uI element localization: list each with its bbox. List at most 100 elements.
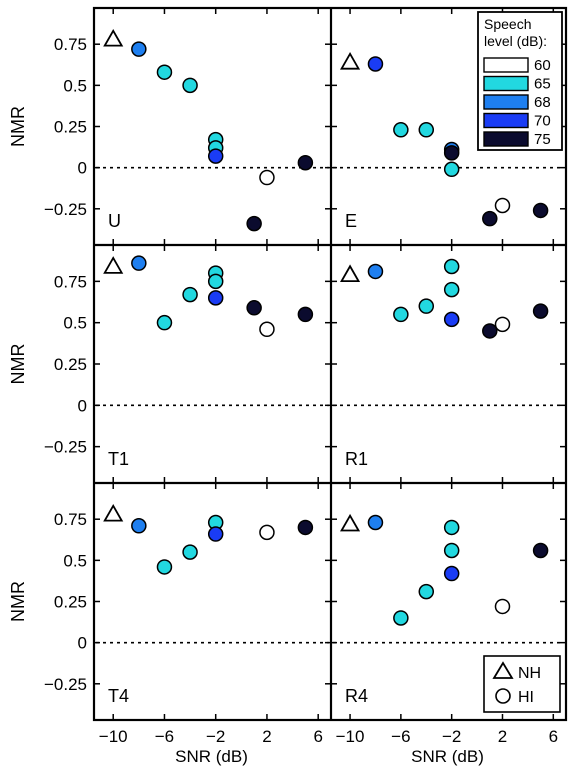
- x-tick-label: 6: [313, 727, 322, 746]
- y-tick-label: 0.75: [54, 510, 87, 529]
- group-legend-label: NH: [518, 665, 541, 682]
- hi-point: [156, 64, 173, 80]
- hi-point: [393, 122, 409, 138]
- hi-point: [297, 154, 314, 171]
- hi-point: [443, 258, 460, 275]
- hi-point: [443, 542, 460, 559]
- hi-legend-marker: [495, 688, 511, 704]
- y-tick-label: 0: [78, 396, 87, 415]
- panel-label-u: U: [108, 211, 121, 231]
- level-legend-swatch: [483, 75, 529, 92]
- hi-point: [443, 145, 460, 161]
- level-legend-label: 65: [534, 76, 551, 93]
- hi-point: [418, 122, 435, 138]
- hi-point: [443, 161, 460, 178]
- hi-point: [207, 148, 224, 164]
- hi-point: [131, 518, 147, 534]
- panel-label-r4: R4: [345, 686, 368, 706]
- level-legend-label: 75: [534, 131, 551, 148]
- y-tick-label: 0.75: [54, 35, 87, 54]
- x-tick-label: −2: [206, 727, 225, 746]
- hi-point: [207, 273, 224, 290]
- level-legend-label: 60: [534, 57, 551, 74]
- nh-legend-marker: [492, 661, 514, 679]
- hi-point: [207, 290, 224, 306]
- hi-point: [246, 300, 262, 316]
- x-tick-label: 2: [498, 727, 507, 746]
- hi-point: [182, 286, 198, 303]
- x-tick-label: 6: [549, 727, 558, 746]
- hi-point: [131, 41, 147, 57]
- hi-point: [259, 524, 275, 541]
- hi-point: [367, 263, 384, 280]
- y-tick-label: 0.75: [54, 272, 87, 291]
- y-tick-label: −0.25: [44, 438, 87, 457]
- y-tick-label: 0.25: [54, 118, 87, 137]
- y-tick-label: −0.25: [44, 200, 87, 219]
- hi-point: [532, 303, 549, 319]
- x-tick-label: −6: [155, 727, 174, 746]
- hi-point: [482, 210, 498, 227]
- y-tick-label: 0.5: [63, 314, 87, 333]
- hi-point: [482, 323, 498, 339]
- nh-point: [103, 256, 124, 274]
- hi-point: [443, 311, 460, 328]
- x-tick-label: −10: [336, 727, 365, 746]
- level-legend-label: 68: [534, 94, 551, 111]
- hi-point: [246, 215, 262, 232]
- hi-point: [367, 514, 384, 531]
- hi-point: [532, 202, 549, 219]
- nh-point: [340, 513, 361, 532]
- hi-point: [297, 519, 314, 536]
- hi-point: [443, 281, 460, 298]
- level-legend-swatch: [483, 57, 529, 73]
- nh-point: [103, 28, 124, 47]
- x-tick-label: −6: [391, 727, 410, 746]
- x-tick-label: 2: [262, 727, 271, 746]
- level-legend-swatch: [483, 112, 529, 129]
- hi-point: [259, 321, 275, 338]
- hi-point: [393, 306, 409, 323]
- y-tick-label: 0.25: [54, 593, 87, 612]
- hi-point: [494, 316, 511, 333]
- hi-point: [182, 77, 198, 94]
- panel-label-t1: T1: [108, 449, 129, 469]
- y-axis-label: NMR: [8, 344, 28, 385]
- hi-point: [494, 197, 511, 214]
- hi-point: [393, 610, 409, 626]
- level-legend-title: Speech: [484, 16, 531, 32]
- y-axis-label: NMR: [8, 581, 28, 622]
- hi-point: [418, 583, 435, 600]
- x-axis-label: SNR (dB): [411, 747, 484, 766]
- nh-point: [340, 264, 361, 283]
- x-axis-label: SNR (dB): [175, 747, 248, 766]
- nh-point: [103, 503, 124, 522]
- level-legend-swatch: [483, 94, 529, 110]
- hi-point: [182, 544, 198, 560]
- group-legend-label: HI: [518, 689, 534, 706]
- hi-point: [418, 298, 435, 314]
- y-tick-label: 0.25: [54, 355, 87, 374]
- hi-point: [532, 542, 549, 559]
- panel-label-r1: R1: [345, 449, 368, 469]
- hi-point: [156, 314, 173, 331]
- group-legend-box: [483, 655, 561, 713]
- panel-label-e: E: [345, 211, 357, 231]
- hi-point: [297, 306, 314, 323]
- nh-point: [340, 51, 361, 70]
- y-tick-label: 0.5: [63, 76, 87, 95]
- hi-point: [259, 169, 275, 186]
- hi-point: [367, 56, 384, 72]
- hi-point: [443, 519, 460, 536]
- hi-point: [207, 526, 224, 542]
- level-legend-label: 70: [534, 113, 551, 130]
- y-tick-label: −0.25: [44, 675, 87, 694]
- level-legend-title: level (dB):: [484, 33, 547, 49]
- hi-point: [443, 565, 460, 582]
- x-tick-label: −2: [442, 727, 461, 746]
- panel-label-t4: T4: [108, 686, 129, 706]
- hi-point: [494, 598, 511, 615]
- hi-point: [131, 255, 147, 271]
- y-tick-label: 0.5: [63, 551, 87, 570]
